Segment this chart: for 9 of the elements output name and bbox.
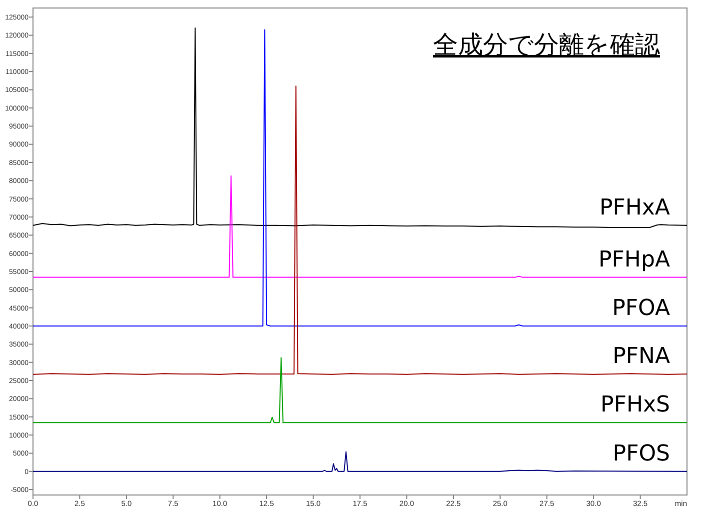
series-label: PFOS (612, 441, 670, 466)
series-label: PFHxA (599, 195, 670, 220)
series-label: PFNA (612, 344, 670, 369)
text: 全成分で分離を確認 (433, 30, 660, 59)
line-series (32, 86, 688, 375)
series-label: PFHpA (598, 247, 670, 272)
line-series (32, 27, 688, 228)
series-label: PFHxS (600, 392, 670, 418)
series-label: PFOA (612, 296, 670, 322)
